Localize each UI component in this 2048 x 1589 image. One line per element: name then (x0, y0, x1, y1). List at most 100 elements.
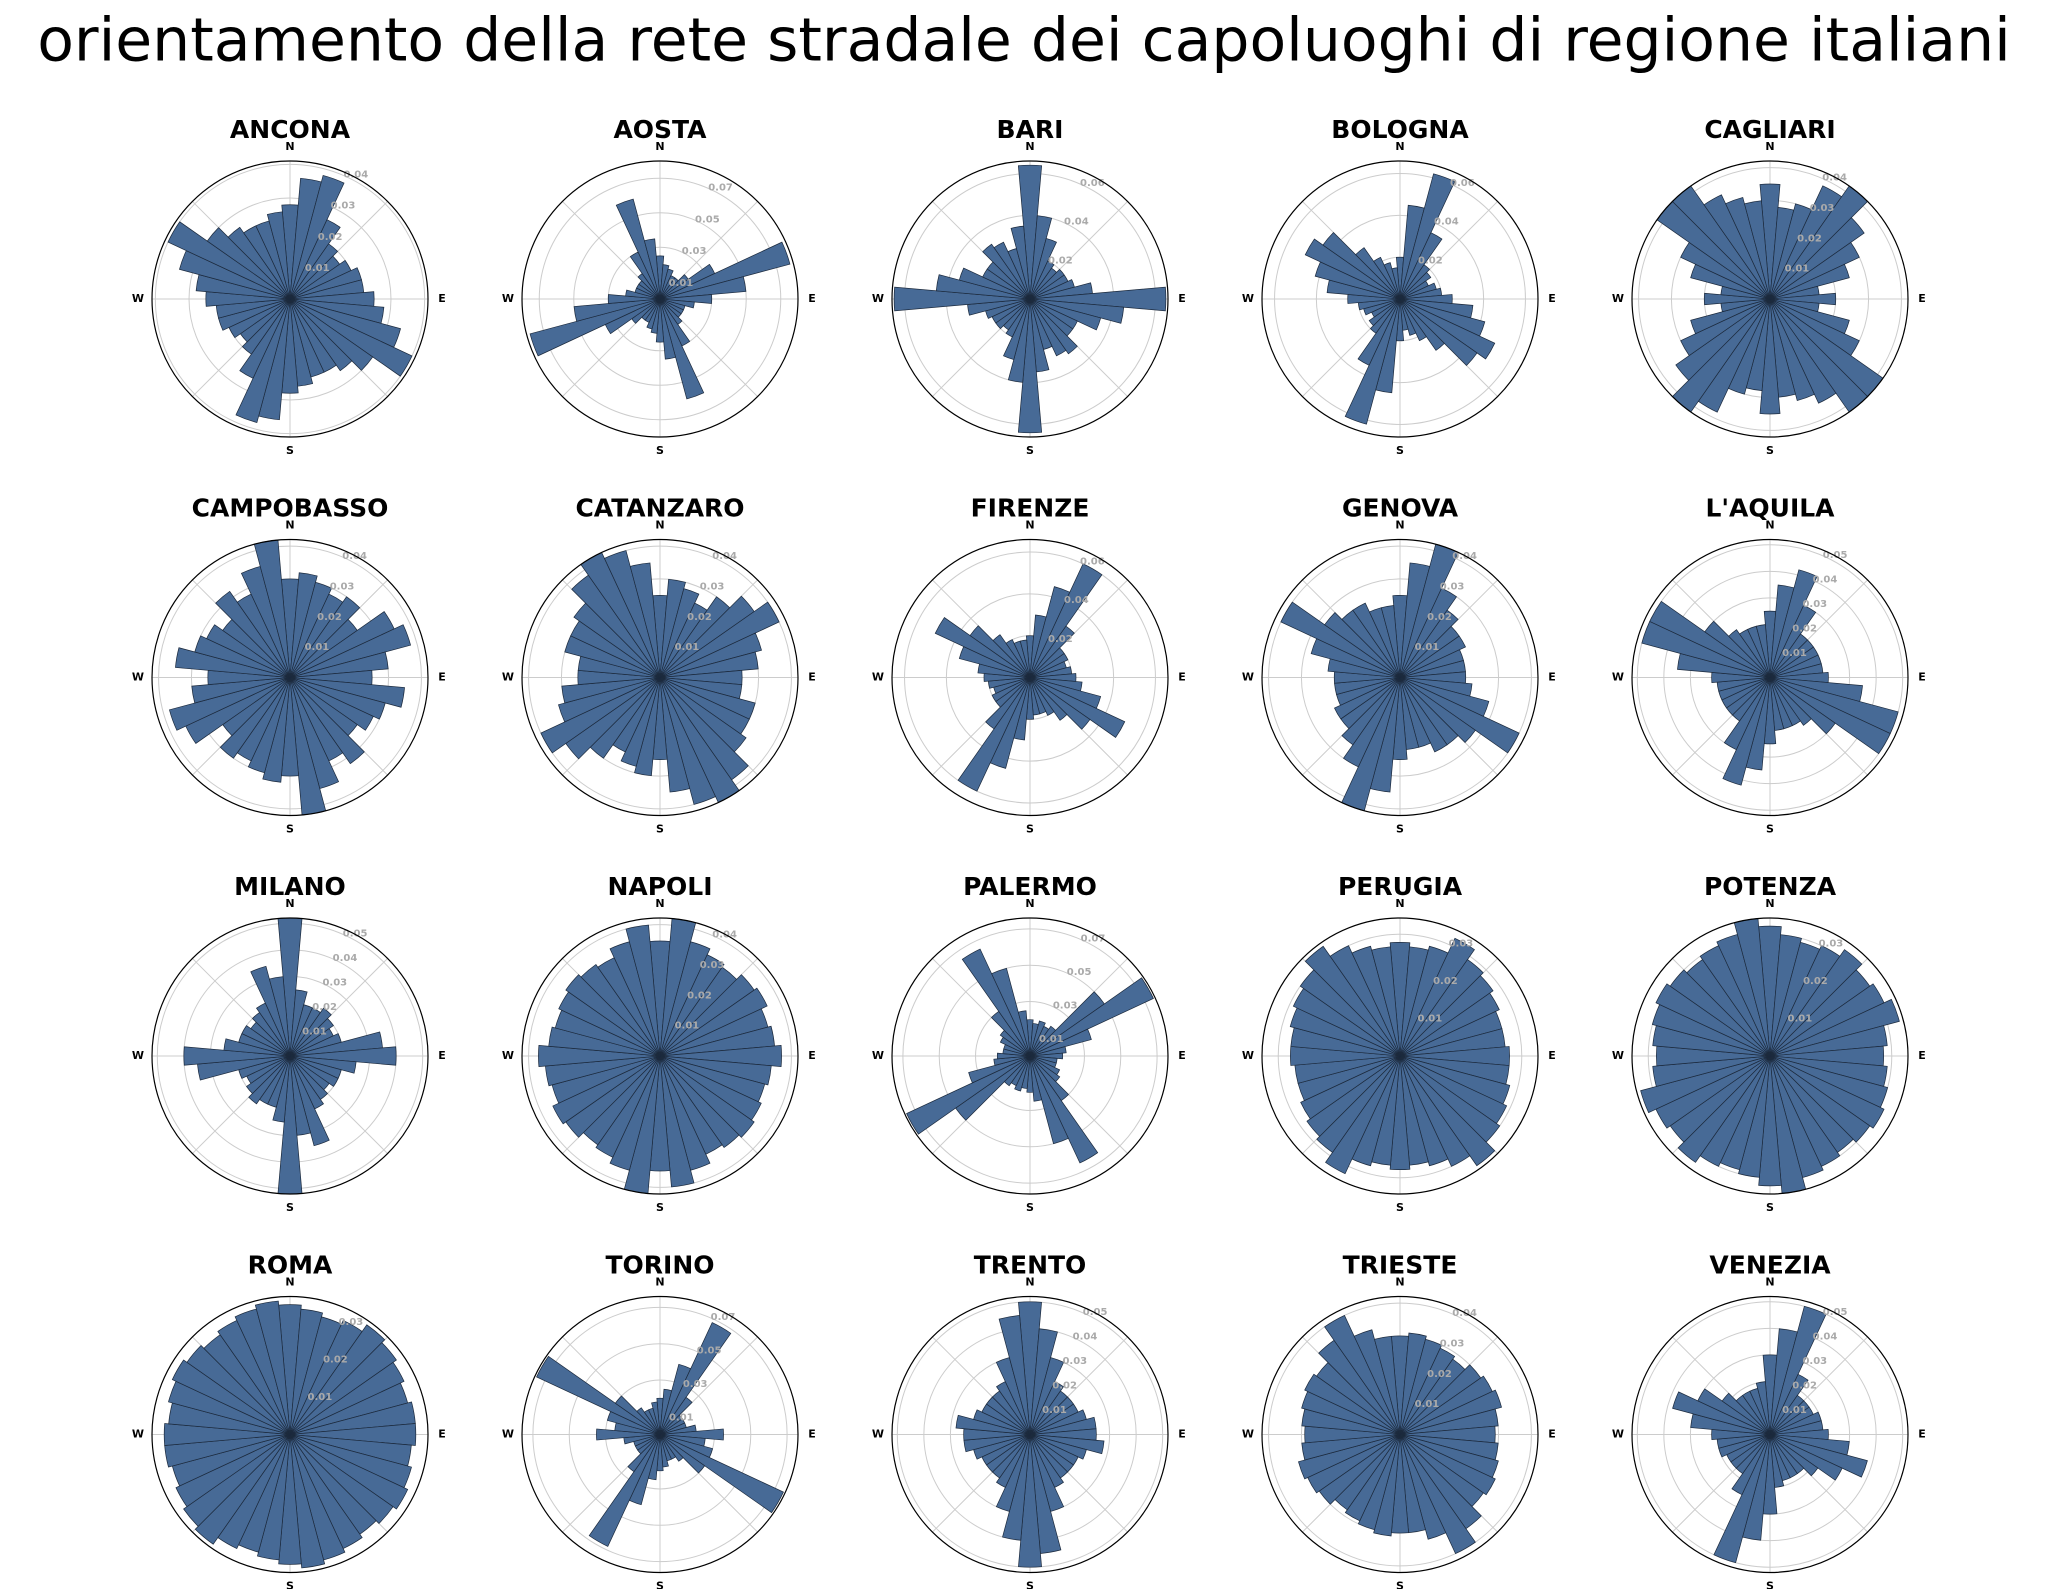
radial-grid-line (528, 924, 792, 1188)
radial-tick-label: 0.01 (305, 263, 330, 274)
bar (993, 1055, 1031, 1066)
rose-chart: FIRENZE 0.02 0.04 0.06 N E S W (872, 494, 1186, 836)
bar (993, 241, 1031, 300)
direction-label: E (1548, 1049, 1556, 1062)
bar (289, 1055, 339, 1087)
bar (620, 677, 661, 767)
bar (1769, 1373, 1809, 1435)
bar (659, 1055, 695, 1188)
bar (1026, 1055, 1034, 1093)
polar-frame (1631, 538, 1909, 817)
radial-tick-label: 0.03 (330, 581, 355, 592)
bar (1769, 1434, 1819, 1477)
direction-label: E (1548, 292, 1556, 305)
bar (1399, 1055, 1449, 1167)
direction-label: N (1025, 1276, 1034, 1289)
chart-title: L'AQUILA (1705, 494, 1835, 523)
bar (219, 677, 291, 759)
chart-title: TORINO (605, 1251, 714, 1280)
bar (1399, 609, 1459, 678)
bar (1731, 1434, 1771, 1496)
bar (1769, 241, 1860, 300)
direction-label: W (502, 1049, 514, 1062)
radial-tick-label: 0.03 (331, 201, 356, 212)
bar (1329, 945, 1401, 1057)
bar (194, 1434, 291, 1545)
direction-label: S (1396, 1201, 1404, 1214)
direction-label: N (1765, 519, 1774, 532)
bar (1769, 949, 1863, 1057)
radial-tick-label: 0.02 (1792, 623, 1817, 634)
bar (580, 964, 661, 1057)
bar (1029, 1357, 1065, 1435)
bar (289, 1017, 334, 1057)
radial-tick-label: 0.02 (1048, 634, 1073, 645)
radial-grid-line (1268, 545, 1532, 810)
direction-label: S (1766, 1201, 1774, 1214)
bar (167, 221, 291, 300)
direction-label: N (1025, 519, 1034, 532)
radial-grid-line (532, 1306, 788, 1563)
radial-tick-label: 0.01 (308, 1392, 333, 1403)
rose-chart: TORINO 0.01 0.03 0.05 0.07 N E S W (502, 1251, 816, 1589)
bar (1399, 1434, 1476, 1555)
bar (1029, 237, 1057, 300)
polar-frame (891, 1295, 1169, 1574)
bar (1759, 183, 1781, 300)
radial-tick-label: 0.04 (1452, 551, 1477, 562)
radial-tick-label: 0.02 (318, 232, 343, 243)
direction-label: S (656, 444, 664, 457)
direction-label: W (1242, 1049, 1254, 1062)
bar (1399, 1055, 1471, 1167)
bar (1029, 298, 1102, 331)
bar (1029, 1055, 1099, 1164)
radial-tick-label: 0.03 (339, 1317, 364, 1328)
radial-tick-label: 0.01 (675, 642, 700, 653)
rose-chart: CATANZARO 0.01 0.02 0.03 0.04 N E S W (502, 494, 816, 836)
radial-grid-line (1300, 578, 1500, 777)
polar-frame (521, 917, 799, 1195)
bar (1380, 605, 1401, 678)
bar (289, 677, 374, 731)
bar (1322, 231, 1401, 300)
radial-tick-label: 0.04 (342, 551, 367, 562)
bar (996, 1052, 1031, 1060)
radial-tick-label: 0.03 (1802, 599, 1827, 610)
radial-tick-label: 0.03 (1440, 581, 1465, 592)
chart-title: CAMPOBASSO (192, 494, 389, 523)
direction-label: N (1025, 140, 1034, 153)
bar (603, 550, 661, 678)
bar (289, 243, 339, 300)
direction-label: E (1918, 671, 1926, 684)
bar (1306, 1055, 1401, 1137)
bar (289, 596, 361, 678)
bar (573, 298, 661, 322)
bar (1029, 286, 1167, 312)
bar (289, 298, 353, 372)
direction-label: S (656, 1201, 664, 1214)
polar-frame (1261, 538, 1539, 817)
bar (289, 1434, 394, 1524)
radial-tick-label: 0.03 (683, 1379, 708, 1390)
radial-tick-label: 0.02 (1797, 233, 1822, 244)
direction-label: N (1765, 897, 1774, 910)
bar (1324, 611, 1401, 678)
radial-tick-label: 0.03 (700, 581, 725, 592)
bar (1029, 677, 1126, 738)
radial-tick-label: 0.04 (1813, 574, 1838, 585)
bar (991, 967, 1031, 1057)
direction-label: W (132, 671, 144, 684)
radial-tick-label: 0.01 (1782, 1405, 1807, 1416)
radial-tick-label: 0.02 (312, 1002, 337, 1013)
bar (998, 1315, 1031, 1435)
direction-label: S (1766, 444, 1774, 457)
bar (625, 924, 661, 1057)
bar (1029, 1046, 1067, 1057)
bar (659, 677, 717, 805)
bar (1703, 292, 1771, 306)
bar (1759, 298, 1781, 415)
radial-tick-label: 0.02 (323, 1355, 348, 1366)
